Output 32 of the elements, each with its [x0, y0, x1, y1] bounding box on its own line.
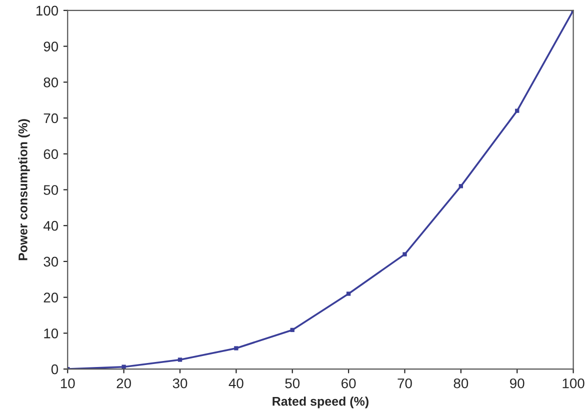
- line-series: [68, 10, 574, 370]
- y-tick-label: 10: [44, 328, 58, 338]
- x-tick-label: 30: [172, 378, 188, 388]
- y-tick-label: 40: [43, 220, 58, 231]
- x-tick-label: 10: [60, 378, 75, 388]
- y-tick-label: 80: [44, 77, 58, 88]
- x-tick-label: 100: [562, 378, 584, 388]
- x-tick-label: 70: [398, 378, 412, 388]
- y-tick-label: 100: [36, 6, 58, 16]
- x-tick-label: 80: [454, 378, 468, 388]
- y-tick-label: 30: [44, 256, 58, 267]
- point: [122, 364, 126, 369]
- y-axis-title: Power consumption (%): [18, 119, 30, 260]
- point: [178, 358, 182, 362]
- x-tick-label: 50: [285, 378, 300, 388]
- point: [402, 252, 407, 256]
- point: [234, 346, 238, 350]
- x-tick-label: 40: [228, 378, 244, 388]
- y-tick-label: 70: [44, 113, 58, 124]
- x-axis-title: Rated speed (%): [272, 396, 368, 408]
- y-tick-label: 20: [44, 292, 58, 302]
- y-tick-label: 0: [51, 364, 58, 374]
- y-tick-label: 60: [44, 149, 58, 160]
- point: [515, 108, 520, 113]
- point: [290, 328, 294, 332]
- point: [346, 292, 351, 296]
- x-tick-label: 20: [116, 378, 131, 388]
- x-tick-label: 90: [510, 378, 524, 388]
- y-tick-label: 50: [44, 185, 58, 195]
- y-tick-label: 90: [44, 42, 58, 52]
- point: [458, 184, 464, 188]
- x-tick-label: 60: [342, 378, 356, 388]
